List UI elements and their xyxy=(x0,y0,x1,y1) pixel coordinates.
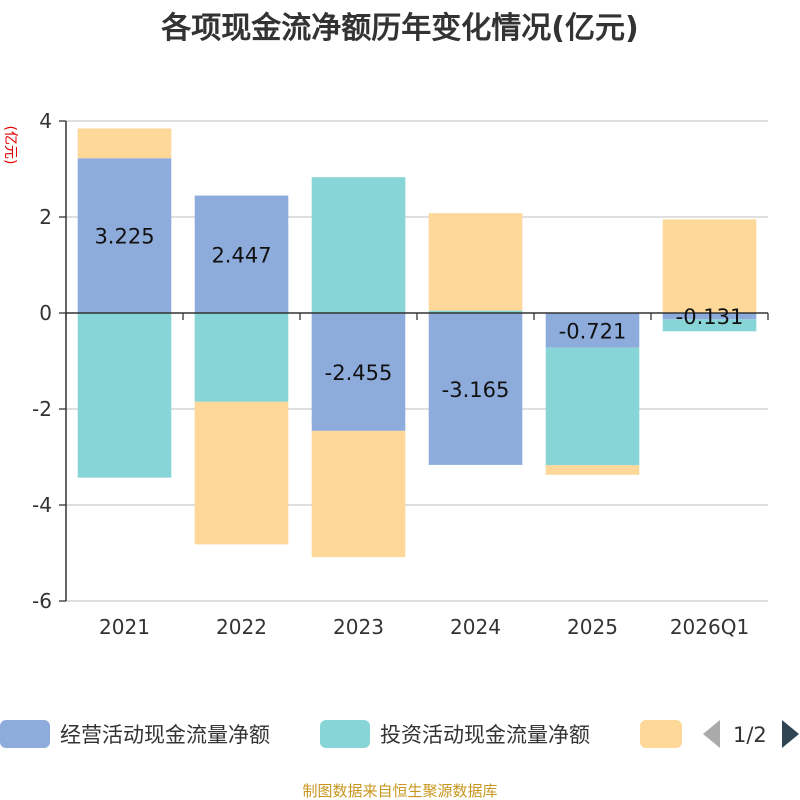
legend-swatch-1[interactable] xyxy=(0,720,50,748)
legend-prev-page-icon[interactable] xyxy=(703,720,720,748)
legend-label-2[interactable]: 投资活动现金流量净额 xyxy=(380,723,590,747)
bar-series3-2022[interactable] xyxy=(194,401,289,545)
grid-lines: 4 2 0 -2 -4 -6 xyxy=(32,109,768,613)
bar-series2-2024[interactable] xyxy=(428,310,523,313)
data-label-2021: 3.225 xyxy=(94,225,154,249)
y-tick-label: -2 xyxy=(32,397,52,421)
x-tick-label: 2023 xyxy=(333,615,384,639)
bar-series2-2026Q1[interactable] xyxy=(662,319,757,332)
data-labels: 3.225 2.447 -2.455 -3.165 -0.721 -0.131 xyxy=(94,225,743,402)
bar-series3-2025[interactable] xyxy=(545,465,640,475)
bar-series1-2023[interactable] xyxy=(311,313,406,431)
bar-series1-2025[interactable] xyxy=(545,313,640,348)
y-tick-label: 0 xyxy=(39,301,52,325)
axes: 2021 2022 2023 2024 2025 2026Q1 xyxy=(65,121,769,639)
bar-series3-2026Q1[interactable] xyxy=(662,219,757,313)
bar-series2-2023[interactable] xyxy=(311,177,406,313)
bar-series2-2021[interactable] xyxy=(77,313,172,478)
legend-swatch-3[interactable] xyxy=(640,720,682,748)
legend-label-1[interactable]: 经营活动现金流量净额 xyxy=(60,723,270,747)
legend-page-indicator: 1/2 xyxy=(733,723,767,747)
source-note: 制图数据来自恒生聚源数据库 xyxy=(302,782,497,800)
chart-title: 各项现金流净额历年变化情况(亿元) xyxy=(160,11,638,46)
bar-series1-2024[interactable] xyxy=(428,313,523,465)
bar-series3-2021[interactable] xyxy=(77,128,172,159)
data-label-2025: -0.721 xyxy=(559,319,627,343)
legend-next-page-icon[interactable] xyxy=(782,720,799,748)
data-label-2024: -3.165 xyxy=(442,378,510,402)
bar-series1-2026Q1[interactable] xyxy=(662,313,757,320)
legend-swatch-2[interactable] xyxy=(320,720,370,748)
x-tick-label: 2024 xyxy=(450,615,501,639)
bar-series3-2023[interactable] xyxy=(311,430,406,558)
data-label-2023: -2.455 xyxy=(325,361,393,385)
bar-series2-2022[interactable] xyxy=(194,313,289,402)
y-tick-label: -4 xyxy=(32,493,52,517)
x-tick-label: 2022 xyxy=(216,615,267,639)
y-tick-label: -6 xyxy=(32,589,52,613)
bar-series1-2021[interactable] xyxy=(77,158,172,313)
y-axis-label: (亿元) xyxy=(2,126,18,165)
bar-series3-2024[interactable] xyxy=(428,213,523,311)
data-label-2026Q1: -0.131 xyxy=(676,305,744,329)
data-label-2022: 2.447 xyxy=(211,243,271,267)
x-tick-label: 2026Q1 xyxy=(670,615,749,639)
y-tick-label: 4 xyxy=(39,109,52,133)
legend: 经营活动现金流量净额 投资活动现金流量净额 1/2 xyxy=(0,720,799,748)
x-tick-label: 2025 xyxy=(567,615,618,639)
bars xyxy=(77,128,757,558)
y-tick-label: 2 xyxy=(39,205,52,229)
bar-series1-2022[interactable] xyxy=(194,195,289,313)
x-tick-label: 2021 xyxy=(99,615,150,639)
bar-series2-2025[interactable] xyxy=(545,347,640,466)
